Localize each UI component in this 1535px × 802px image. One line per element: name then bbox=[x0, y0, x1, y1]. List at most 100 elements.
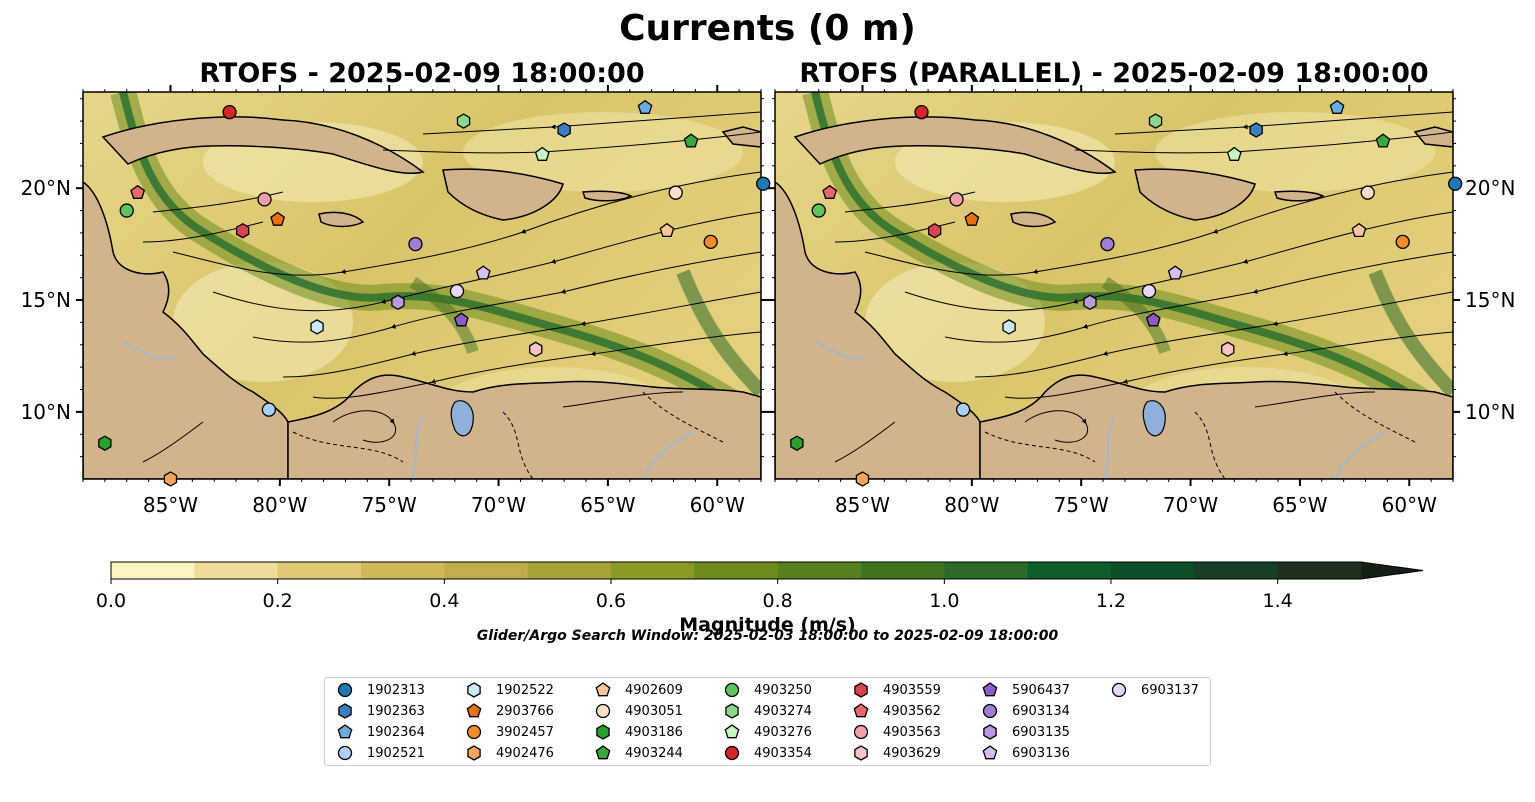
float-marker-4903559 bbox=[235, 222, 250, 239]
colorbar-tick-label: 1.4 bbox=[1263, 590, 1293, 612]
float-marker-4903563 bbox=[257, 192, 272, 207]
legend-item-4903629: 4903629 bbox=[851, 743, 941, 763]
lat-tick-label-left: 20°N bbox=[21, 176, 71, 200]
legend-marker-icon bbox=[467, 682, 481, 698]
float-marker-5906437 bbox=[1145, 312, 1161, 327]
map-panel-rtofs bbox=[83, 92, 761, 479]
colorbar-bin bbox=[1277, 562, 1362, 579]
search-window-note: Glider/Argo Search Window: 2025-02-03 18… bbox=[476, 628, 1059, 644]
legend-item-6903137: 6903137 bbox=[1109, 680, 1199, 700]
legend-item-2903766: 2903766 bbox=[464, 701, 554, 721]
colorbar-tick-label: 0.4 bbox=[429, 590, 459, 612]
legend-label: 4903250 bbox=[754, 682, 812, 698]
legend-marker-icon bbox=[724, 745, 740, 761]
legend-item-1902522: 1902522 bbox=[464, 680, 554, 700]
legend-item-6903134: 6903134 bbox=[980, 701, 1070, 721]
legend-item-4903051: 4903051 bbox=[593, 701, 683, 721]
legend-label: 4903186 bbox=[625, 724, 683, 740]
legend-marker-icon bbox=[337, 682, 353, 698]
colorbar-tick-label: 0.6 bbox=[596, 590, 626, 612]
colorbar-bin bbox=[694, 562, 779, 579]
colorbar-bin bbox=[777, 562, 862, 579]
float-marker-3902457 bbox=[703, 234, 718, 250]
legend-item-4903559: 4903559 bbox=[851, 680, 941, 700]
float-marker-1902364 bbox=[1329, 99, 1345, 114]
legend-marker-icon bbox=[466, 703, 482, 718]
legend-marker-icon bbox=[595, 703, 611, 719]
float-marker-6903134 bbox=[1100, 236, 1115, 252]
float-marker-4903563 bbox=[949, 192, 964, 207]
legend-marker-icon bbox=[595, 745, 611, 760]
colorbar-bin bbox=[111, 562, 195, 579]
legend-item-1902313: 1902313 bbox=[335, 680, 425, 700]
legend-label: 4903563 bbox=[883, 724, 941, 740]
float-marker-6903136 bbox=[475, 265, 491, 280]
colorbar-bin bbox=[194, 562, 279, 579]
colorbar-extend-arrow bbox=[1361, 562, 1423, 579]
colorbar-bin bbox=[361, 562, 445, 579]
legend-item-4903562: 4903562 bbox=[851, 701, 941, 721]
legend-marker-icon bbox=[853, 703, 869, 718]
float-marker-4902476 bbox=[163, 471, 178, 487]
legend-label: 4903244 bbox=[625, 745, 683, 761]
lat-tick-label-right: 20°N bbox=[1465, 176, 1515, 200]
legend-marker-icon bbox=[1111, 682, 1127, 698]
float-marker-2903766 bbox=[270, 211, 286, 226]
legend-marker-icon bbox=[982, 703, 998, 719]
lon-tick-label: 75°W bbox=[362, 493, 417, 517]
legend-label: 6903135 bbox=[1012, 724, 1070, 740]
lon-tick-label: 60°W bbox=[690, 493, 745, 517]
legend-label: 4903354 bbox=[754, 745, 812, 761]
lon-tick-label: 70°W bbox=[471, 493, 526, 517]
legend-marker-icon bbox=[596, 724, 610, 740]
float-marker-6903137 bbox=[1141, 283, 1157, 299]
float-marker-4902609 bbox=[1351, 222, 1367, 238]
float-marker-4903629 bbox=[1221, 341, 1235, 358]
legend-marker-icon bbox=[467, 745, 481, 761]
legend-label: 2903766 bbox=[496, 703, 554, 719]
float-marker-4903186 bbox=[98, 435, 112, 451]
float-marker-4903354 bbox=[914, 104, 929, 120]
lon-tick-label: 85°W bbox=[835, 493, 890, 517]
float-marker-6903135 bbox=[1083, 294, 1097, 311]
legend-label: 6903134 bbox=[1012, 703, 1070, 719]
colorbar-tick-label: 0.8 bbox=[763, 590, 793, 612]
float-marker-6903134 bbox=[408, 236, 423, 252]
lat-tick-label-left: 10°N bbox=[21, 400, 71, 424]
legend-item-4902609: 4902609 bbox=[593, 680, 683, 700]
float-marker-4903244 bbox=[683, 133, 699, 148]
float-marker-1902363 bbox=[1249, 122, 1263, 138]
colorbar-label: Magnitude (m/s) bbox=[679, 614, 856, 636]
legend-marker-icon bbox=[853, 724, 869, 740]
lon-tick-label: 60°W bbox=[1382, 493, 1437, 517]
lon-tick-label: 75°W bbox=[1054, 493, 1109, 517]
legend-marker-icon bbox=[337, 745, 353, 761]
colorbar-tick-label: 1.0 bbox=[929, 590, 959, 612]
lon-tick-label: 65°W bbox=[580, 493, 635, 517]
legend-item-4903250: 4903250 bbox=[722, 680, 812, 700]
legend-item-4903274: 4903274 bbox=[722, 701, 812, 721]
legend-marker-icon bbox=[724, 682, 740, 698]
legend-item-4902476: 4902476 bbox=[464, 743, 554, 763]
colorbar-bin bbox=[527, 562, 612, 579]
float-marker-4903562 bbox=[822, 184, 838, 199]
colorbar-bin bbox=[611, 562, 695, 579]
float-marker-4903051 bbox=[668, 185, 683, 200]
colorbar-bin bbox=[1027, 562, 1112, 579]
legend-item-4903276: 4903276 bbox=[722, 722, 812, 742]
float-marker-4903186 bbox=[790, 435, 804, 451]
colorbar-bin bbox=[861, 562, 945, 579]
float-marker-2903766 bbox=[964, 211, 980, 226]
map-panel-rtofs-parallel bbox=[775, 92, 1453, 479]
float-marker-4903250 bbox=[119, 203, 134, 218]
legend-label: 4903562 bbox=[883, 703, 941, 719]
legend-label: 4903559 bbox=[883, 682, 941, 698]
lat-tick-label-right: 15°N bbox=[1465, 288, 1515, 312]
float-marker-4903051 bbox=[1360, 185, 1375, 200]
float-marker-1902522 bbox=[310, 319, 324, 335]
lon-tick-label: 85°W bbox=[143, 493, 198, 517]
float-marker-1902521 bbox=[261, 402, 277, 417]
legend-item-4903354: 4903354 bbox=[722, 743, 812, 763]
colorbar-bin bbox=[1194, 562, 1279, 579]
